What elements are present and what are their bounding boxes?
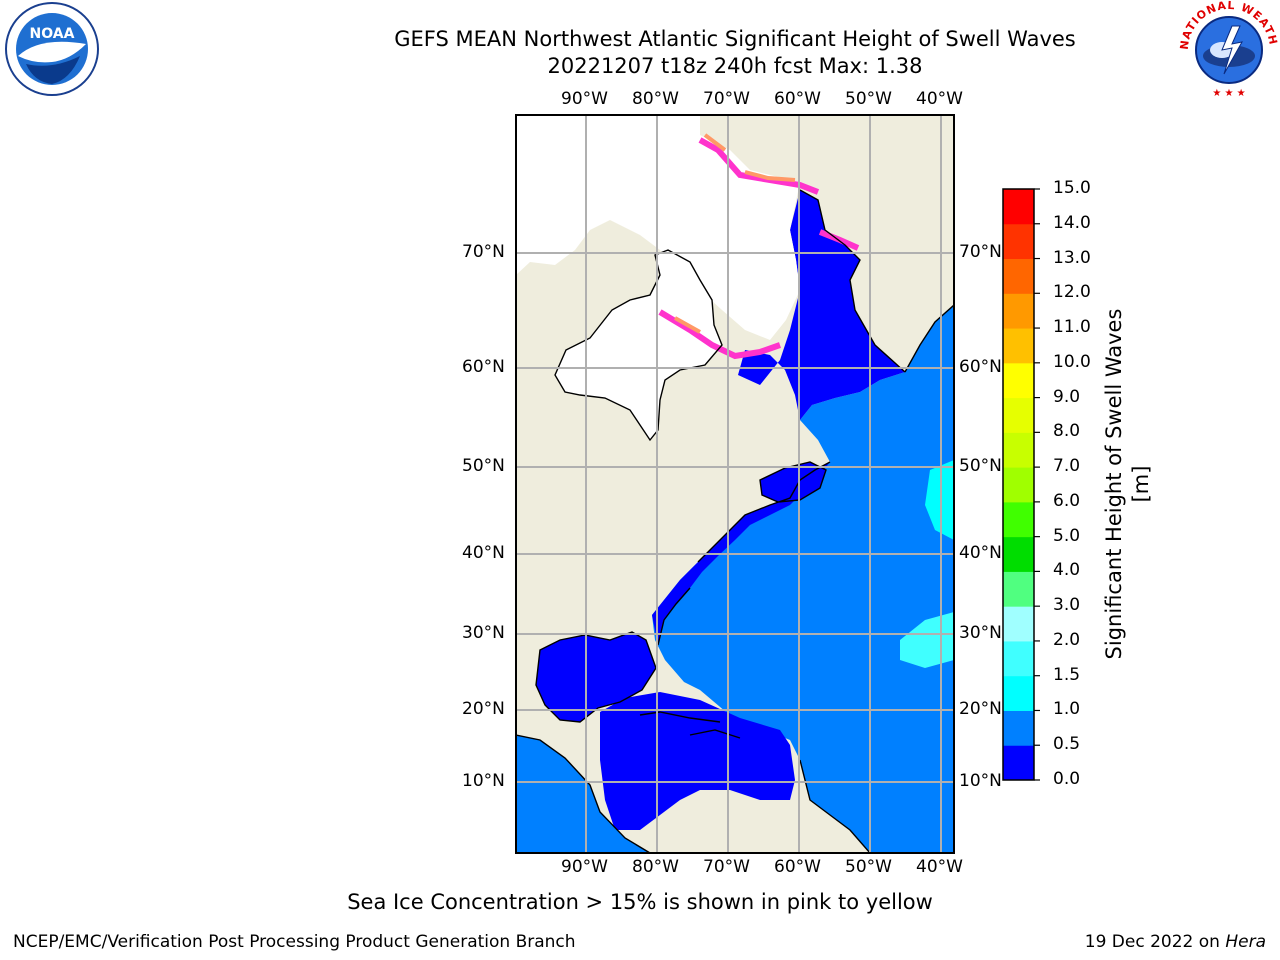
lat-label-left: 40°N <box>462 543 505 563</box>
colorbar-title: Significant Height of Swell Waves [m] <box>1102 308 1153 660</box>
colorbar-tick-label: 12.0 <box>1053 282 1091 303</box>
chart-subtitle: 20221207 t18z 240h fcst Max: 1.38 <box>547 54 923 78</box>
lat-label-right: 20°N <box>959 699 1002 719</box>
chart-title: GEFS MEAN Northwest Atlantic Significant… <box>394 27 1076 51</box>
graticule <box>516 115 954 853</box>
lat-label-left: 10°N <box>462 771 505 791</box>
caribbean-sea <box>600 692 795 830</box>
lat-label-right: 50°N <box>959 456 1002 476</box>
noaa-logo-text: NOAA <box>30 26 75 42</box>
colorbar-cell <box>1003 258 1034 294</box>
lon-label-bottom: 90°W <box>561 857 608 877</box>
footer-date-text: 19 Dec 2022 on <box>1084 932 1226 952</box>
colorbar-tick-label: 0.0 <box>1053 769 1081 789</box>
colorbar-tick-label: 10.0 <box>1053 351 1091 372</box>
footer-host: Hera <box>1225 932 1266 952</box>
lon-label-top: 60°W <box>774 89 821 109</box>
colorbar-tick-label: 9.0 <box>1053 386 1081 407</box>
colorbar-tick-label: 13.0 <box>1053 247 1091 268</box>
svg-text:★ ★ ★: ★ ★ ★ <box>1212 88 1245 99</box>
colorbar-tick-label: 5.0 <box>1053 525 1081 546</box>
lon-label-bottom: 40°W <box>916 857 963 877</box>
colorbar-cell <box>1003 606 1034 642</box>
colorbar-cell <box>1003 710 1034 746</box>
lon-label-bottom: 60°W <box>774 857 821 877</box>
colorbar-tick-label: 14.0 <box>1053 212 1091 233</box>
colorbar-cell <box>1003 745 1034 781</box>
lon-label-bottom: 50°W <box>845 857 892 877</box>
colorbar-cell <box>1003 640 1034 677</box>
colorbar-tick-label: 15.0 <box>1053 178 1091 198</box>
lat-label-left: 60°N <box>462 357 505 377</box>
colorbar-tick-label: 1.5 <box>1053 664 1081 685</box>
lon-label-top: 80°W <box>632 89 679 109</box>
colorbar-tick-label: 8.0 <box>1053 421 1081 442</box>
colorbar-tick-label: 3.0 <box>1053 595 1081 616</box>
colorbar-cell <box>1003 328 1034 364</box>
colorbar-tick-label: 4.0 <box>1053 560 1081 581</box>
sea-ice-edge <box>658 137 860 360</box>
lat-label-right: 60°N <box>959 357 1002 377</box>
gulf-st-lawrence <box>760 462 826 502</box>
colorbar-tick-label: 2.0 <box>1053 629 1081 650</box>
coastline <box>516 189 954 853</box>
lat-label-right: 40°N <box>959 543 1002 563</box>
colorbar-cell <box>1003 432 1034 468</box>
colorbar-cell <box>1003 362 1034 399</box>
colorbar-cell <box>1003 293 1034 329</box>
colorbar-cell <box>1003 675 1034 711</box>
pacific-ocean <box>516 735 650 853</box>
swell-patch-east <box>925 460 954 540</box>
lat-label-right: 30°N <box>959 623 1002 643</box>
colorbar-cell <box>1003 467 1034 503</box>
ocean-atlantic <box>652 305 954 853</box>
colorbar-cell <box>1003 397 1034 433</box>
lon-label-bottom: 80°W <box>632 857 679 877</box>
lat-label-right: 70°N <box>959 242 1002 262</box>
lon-label-top: 90°W <box>561 89 608 109</box>
lon-label-top: 50°W <box>845 89 892 109</box>
lon-label-bottom: 70°W <box>703 857 750 877</box>
colorbar-tick-label: 7.0 <box>1053 456 1081 477</box>
labrador-baffin <box>738 190 905 420</box>
colorbar-cell <box>1003 571 1034 607</box>
colorbar-cell <box>1003 189 1034 225</box>
footer-branch: NCEP/EMC/Verification Post Processing Pr… <box>13 932 576 952</box>
noaa-logo: NOAA <box>5 2 99 96</box>
hudson-bay <box>555 250 722 440</box>
map-frame <box>515 114 955 854</box>
lon-label-top: 70°W <box>703 89 750 109</box>
footer-date: 19 Dec 2022 on Hera <box>1085 932 1266 952</box>
sea-ice-note: Sea Ice Concentration > 15% is shown in … <box>347 890 933 914</box>
colorbar-cell <box>1003 536 1034 572</box>
nws-logo: NATIONAL WEATHER SERVICE ★ ★ ★ <box>1178 0 1279 99</box>
colorbar-tick-label: 11.0 <box>1053 317 1091 338</box>
colorbar-tick-label: 0.5 <box>1053 734 1081 755</box>
colorbar-cell <box>1003 501 1034 538</box>
lat-label-left: 70°N <box>462 242 505 262</box>
colorbar-tick-label: 1.0 <box>1053 699 1081 720</box>
lat-label-left: 20°N <box>462 699 505 719</box>
colorbar <box>1003 188 1040 781</box>
sea-ice-edge-orange <box>674 133 796 334</box>
lon-label-top: 40°W <box>916 89 963 109</box>
colorbar-frame <box>1002 188 1035 781</box>
colorbar-tick-label: 6.0 <box>1053 490 1081 511</box>
gulf-of-mexico <box>536 632 656 722</box>
lat-label-left: 50°N <box>462 456 505 476</box>
lat-label-right: 10°N <box>959 771 1002 791</box>
colorbar-cell <box>1003 223 1034 260</box>
lat-label-left: 30°N <box>462 623 505 643</box>
